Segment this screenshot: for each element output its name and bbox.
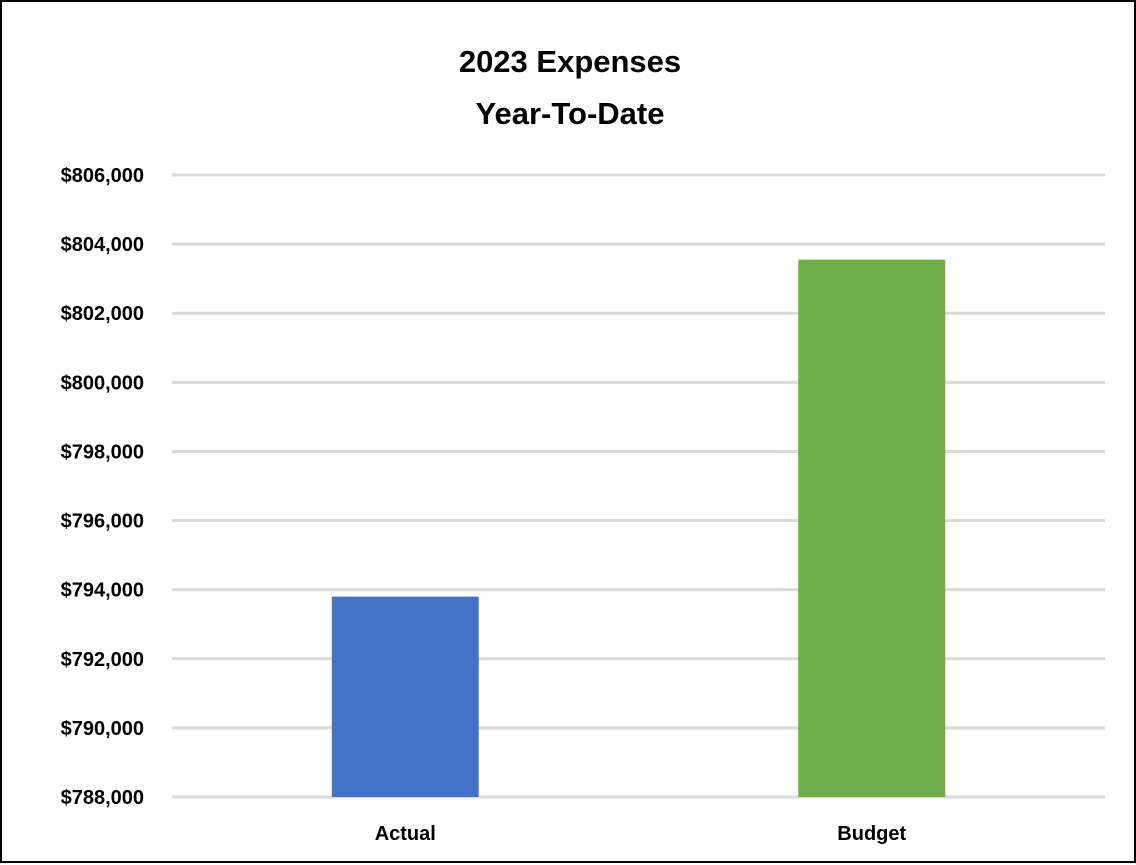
x-category-label-budget: Budget bbox=[837, 823, 906, 845]
bar-actual bbox=[331, 596, 479, 797]
y-tick-label: $798,000 bbox=[61, 441, 144, 463]
x-category-label-actual: Actual bbox=[375, 823, 436, 845]
chart-title-line-1: 2023 Expenses bbox=[459, 44, 681, 79]
y-tick-label: $794,000 bbox=[61, 580, 144, 602]
bars bbox=[331, 259, 946, 797]
y-tick-label: $804,000 bbox=[61, 234, 144, 256]
chart-title-line-2: Year-To-Date bbox=[476, 96, 665, 131]
y-tick-label: $788,000 bbox=[61, 787, 144, 809]
y-axis-tick-labels: $788,000 $790,000 $792,000 $794,000 $796,000… bbox=[61, 165, 144, 809]
x-axis-category-labels: Actual Budget bbox=[375, 823, 907, 845]
y-tick-label: $792,000 bbox=[61, 649, 144, 671]
y-tick-label: $802,000 bbox=[61, 303, 144, 325]
y-tick-label: $800,000 bbox=[61, 372, 144, 394]
y-tick-label: $790,000 bbox=[61, 718, 144, 740]
gridlines bbox=[172, 173, 1105, 799]
bar-budget bbox=[798, 259, 946, 797]
y-tick-label: $796,000 bbox=[61, 511, 144, 533]
chart-title: 2023 Expenses Year-To-Date bbox=[459, 44, 681, 131]
y-tick-label: $806,000 bbox=[61, 165, 144, 187]
